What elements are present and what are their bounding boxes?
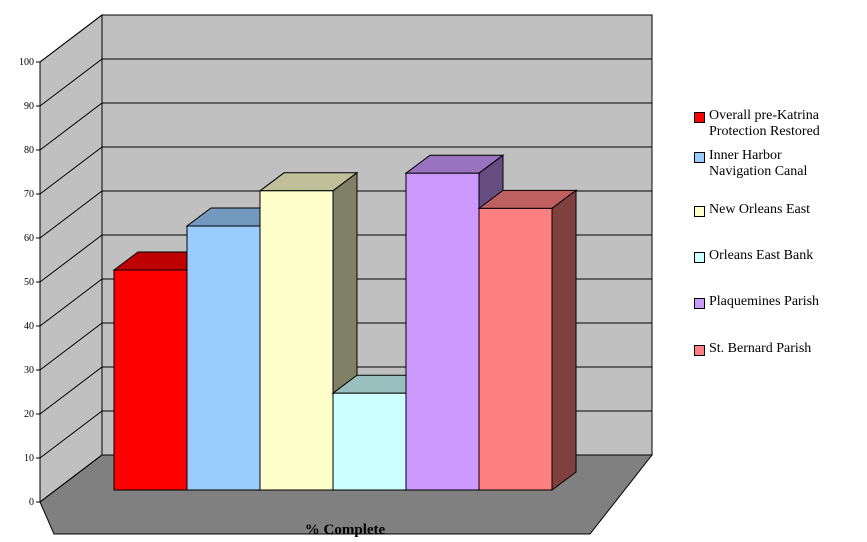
legend-swatch: [694, 298, 705, 309]
legend-label: Inner Harbor Navigation Canal: [709, 148, 808, 179]
y-tick-label: 60: [24, 233, 34, 244]
y-tick-label: 40: [24, 321, 34, 332]
legend-swatch: [694, 112, 705, 123]
y-tick-label: 80: [24, 145, 34, 156]
bar-front: [405, 172, 480, 491]
bar-front: [186, 225, 261, 491]
gridline: [39, 58, 652, 107]
legend-item: Overall pre-Katrina Protection Restored: [694, 108, 820, 140]
legend: Overall pre-Katrina Protection Restored I…: [694, 108, 866, 378]
legend-swatch: [694, 345, 705, 356]
legend-label: St. Bernard Parish: [709, 341, 812, 356]
bar-front: [113, 269, 188, 491]
legend-item: New Orleans East: [694, 202, 810, 218]
y-tick-label: 70: [24, 189, 34, 200]
bar-front: [259, 190, 334, 491]
gridline: [39, 102, 652, 151]
gridline: [39, 146, 652, 195]
y-tick-label: 10: [24, 453, 34, 464]
gridline: [39, 14, 652, 63]
bar-front: [332, 392, 407, 491]
y-tick-label: 20: [24, 409, 34, 420]
legend-item: St. Bernard Parish: [694, 341, 811, 357]
legend-item: Plaquemines Parish: [694, 294, 819, 310]
y-tick-label: 100: [19, 57, 34, 68]
legend-label: Orleans East Bank: [709, 248, 814, 263]
y-tick-label: 30: [24, 365, 34, 376]
legend-swatch: [694, 152, 705, 163]
bar: [477, 189, 578, 491]
bar-side: [551, 189, 577, 491]
legend-label: Plaquemines Parish: [709, 294, 820, 309]
legend-item: Orleans East Bank: [694, 248, 813, 264]
legend-label: Overall pre-Katrina Protection Restored: [709, 108, 820, 139]
legend-label: New Orleans East: [709, 202, 811, 217]
y-tick-label: 0: [29, 497, 34, 508]
bar-front: [478, 207, 553, 491]
x-axis-label: % Complete: [305, 522, 386, 538]
legend-swatch: [694, 252, 705, 263]
y-axis: 0 10 20 30 40 50 60 70 80 90 100: [19, 57, 41, 508]
bars: [112, 154, 578, 491]
legend-swatch: [694, 206, 705, 217]
legend-item: Inner Harbor Navigation Canal: [694, 148, 807, 180]
y-tick-label: 50: [24, 277, 34, 288]
y-tick-label: 90: [24, 101, 34, 112]
